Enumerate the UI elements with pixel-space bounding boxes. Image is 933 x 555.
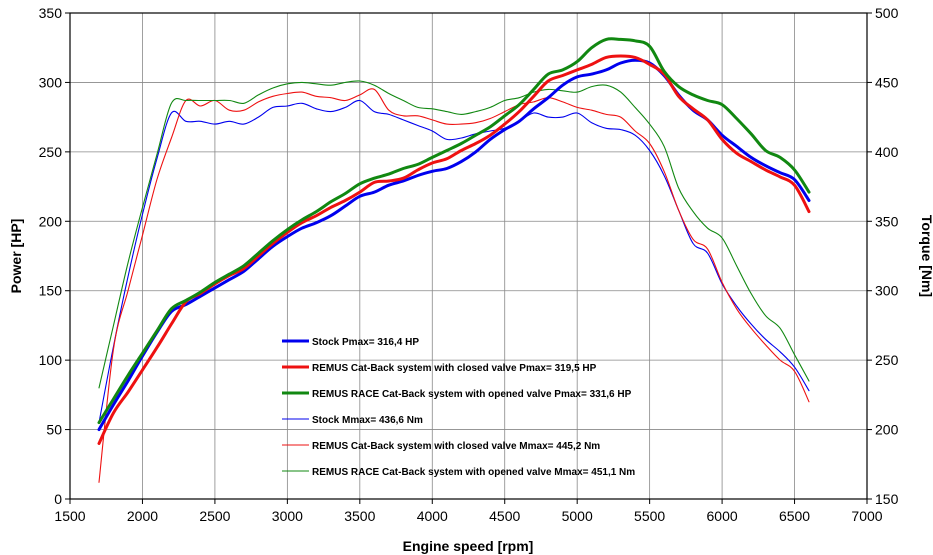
series-line-3	[97, 37, 811, 425]
series-group	[97, 37, 811, 483]
y-right-tick-label: 300	[875, 283, 899, 299]
x-tick-label: 6500	[779, 508, 810, 524]
x-tick-label: 4000	[417, 508, 448, 524]
y-right-tick-label: 200	[875, 422, 899, 438]
legend-label-6: REMUS RACE Cat-Back system with opened v…	[312, 467, 635, 478]
legend-label-4: Stock Mmax= 436,6 Nm	[312, 415, 423, 426]
y-left-tick-label: 350	[39, 5, 63, 21]
legend: Stock Pmax= 316,4 HP REMUS Cat-Back syste…	[282, 337, 635, 478]
y-left-tick-label: 250	[39, 144, 63, 160]
series-line-4	[98, 99, 810, 424]
plot-frame	[69, 12, 868, 500]
tick-labels: 1500 2000 2500 3000 3500 4000 4500 5000 5500 6000…	[39, 5, 899, 524]
x-tick-label: 3500	[344, 508, 375, 524]
legend-label-1: Stock Pmax= 316,4 HP	[312, 337, 419, 348]
y-right-tick-label: 400	[875, 144, 899, 160]
x-tick-label: 5500	[634, 508, 665, 524]
y-left-tick-label: 50	[46, 422, 62, 438]
legend-label-2: REMUS Cat-Back system with closed valve …	[312, 363, 597, 374]
x-tick-label: 6000	[707, 508, 738, 524]
x-axis-title: Engine speed [rpm]	[403, 538, 534, 554]
x-tick-label: 4500	[489, 508, 520, 524]
y-left-tick-label: 150	[39, 283, 63, 299]
x-tick-label: 3000	[272, 508, 303, 524]
y-right-tick-label: 250	[875, 352, 899, 368]
y-left-tick-label: 300	[39, 74, 63, 90]
legend-label-5: REMUS Cat-Back system with closed valve …	[312, 441, 600, 452]
y-right-axis-title: Torque [Nm]	[919, 215, 933, 297]
y-right-tick-label: 350	[875, 213, 899, 229]
y-left-tick-label: 100	[39, 352, 63, 368]
y-right-tick-label: 150	[875, 491, 899, 507]
series-line-6	[98, 80, 810, 389]
x-tick-label: 2000	[127, 508, 158, 524]
x-tick-label: 5000	[562, 508, 593, 524]
x-tick-label: 2500	[199, 508, 230, 524]
y-left-tick-label: 200	[39, 213, 63, 229]
x-tick-label: 1500	[54, 508, 85, 524]
y-right-tick-label: 450	[875, 74, 899, 90]
y-right-tick-label: 500	[875, 5, 899, 21]
y-left-tick-label: 0	[54, 491, 62, 507]
y-left-axis-title: Power [HP]	[8, 219, 24, 294]
x-tick-label: 7000	[851, 508, 882, 524]
legend-label-3: REMUS RACE Cat-Back system with opened v…	[312, 389, 632, 400]
